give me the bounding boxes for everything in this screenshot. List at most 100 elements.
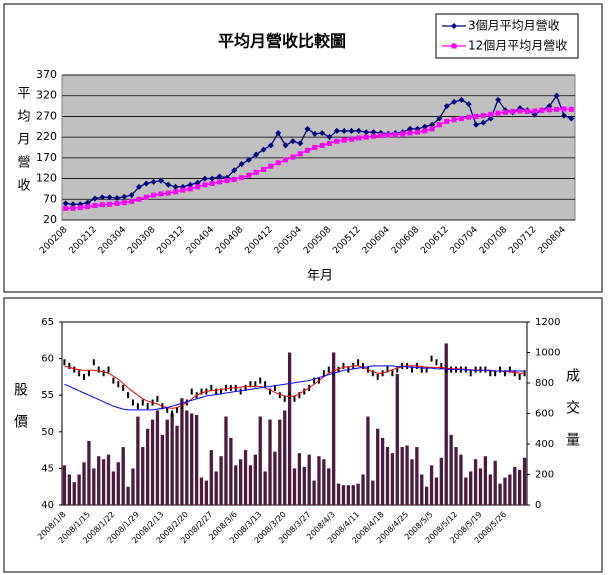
volume-bar (513, 466, 517, 505)
y-tick-label: 65 (41, 317, 54, 328)
volume-bar (175, 425, 179, 505)
marker (114, 200, 120, 206)
volume-bar (332, 352, 336, 505)
marker (495, 96, 502, 103)
volume-bar (498, 483, 502, 505)
price-candle (371, 370, 374, 377)
marker (363, 134, 369, 140)
volume-bar (239, 459, 243, 505)
marker (370, 133, 376, 139)
volume-bar (454, 447, 458, 505)
marker (348, 127, 355, 134)
marker (290, 154, 296, 160)
price-candle (200, 388, 203, 395)
volume-bar (356, 483, 360, 505)
y2-tick-label: 1000 (535, 348, 560, 359)
marker (385, 132, 391, 138)
marker (334, 138, 340, 144)
volume-bar (209, 450, 213, 505)
volume-bar (253, 454, 257, 505)
price-candle (117, 381, 120, 388)
price-candle (313, 377, 316, 384)
price-candle (327, 366, 330, 373)
marker (436, 122, 442, 128)
marker (172, 183, 179, 190)
price-candle (288, 392, 291, 399)
price-candle (78, 370, 81, 377)
volume-bar (101, 459, 106, 505)
marker (275, 130, 282, 136)
volume-bar (224, 416, 228, 505)
price-candle (68, 362, 71, 369)
marker (539, 107, 545, 113)
marker (224, 178, 230, 184)
price-candle (239, 388, 242, 395)
marker (135, 183, 142, 190)
volume-bar (258, 416, 262, 505)
volume-bar (92, 468, 96, 505)
marker (275, 160, 281, 166)
series-line (65, 94, 572, 205)
marker (473, 113, 479, 119)
y-tick-label: 370 (36, 68, 57, 81)
legend-label: 3個月平均月營收 (468, 19, 560, 33)
marker (532, 108, 538, 114)
y-tick-label: 60 (41, 354, 54, 365)
price-candle (127, 392, 130, 399)
price-candle (283, 395, 286, 402)
volume-bar (278, 419, 282, 505)
volume-bar (469, 471, 473, 505)
marker (451, 98, 458, 105)
marker (458, 116, 464, 121)
marker (480, 119, 487, 126)
marker (245, 156, 252, 163)
marker (209, 175, 216, 182)
marker (341, 137, 347, 143)
marker (136, 196, 142, 202)
marker (355, 127, 362, 134)
price-candle (322, 370, 325, 377)
marker (568, 115, 575, 122)
volume-bar (67, 474, 71, 505)
volume-bar (87, 440, 91, 505)
marker (173, 189, 179, 195)
volume-bar (444, 343, 448, 505)
volume-bar (180, 398, 184, 505)
price-candle (112, 377, 115, 384)
volume-bar (116, 462, 120, 505)
marker (84, 199, 91, 206)
volume-bar (214, 471, 218, 505)
y-tick-label: 70 (43, 192, 57, 205)
marker (319, 142, 325, 148)
volume-bar (234, 465, 238, 505)
marker (217, 179, 223, 185)
marker (414, 129, 420, 135)
price-candle (386, 366, 389, 373)
volume-bar (366, 416, 370, 505)
volume-bar (165, 419, 169, 505)
price-candle (87, 370, 90, 377)
volume-bar (268, 419, 272, 505)
price-candle (430, 355, 433, 362)
marker (157, 177, 164, 184)
marker (429, 126, 435, 132)
marker (128, 192, 135, 199)
volume-bar (204, 480, 209, 505)
marker (158, 191, 164, 197)
marker (407, 125, 414, 132)
marker (238, 161, 245, 168)
price-candle (337, 366, 340, 373)
price-candle (141, 399, 144, 406)
price-candle (166, 406, 169, 413)
price-candle (224, 384, 227, 391)
volume-bar (385, 447, 390, 505)
price-candle (469, 370, 472, 377)
marker (568, 106, 574, 112)
volume-bar (131, 468, 135, 505)
marker (297, 151, 303, 157)
y-axis-label: 股價 (12, 382, 28, 446)
marker (510, 108, 516, 114)
marker (151, 192, 157, 198)
marker (495, 110, 501, 116)
marker (121, 200, 127, 206)
